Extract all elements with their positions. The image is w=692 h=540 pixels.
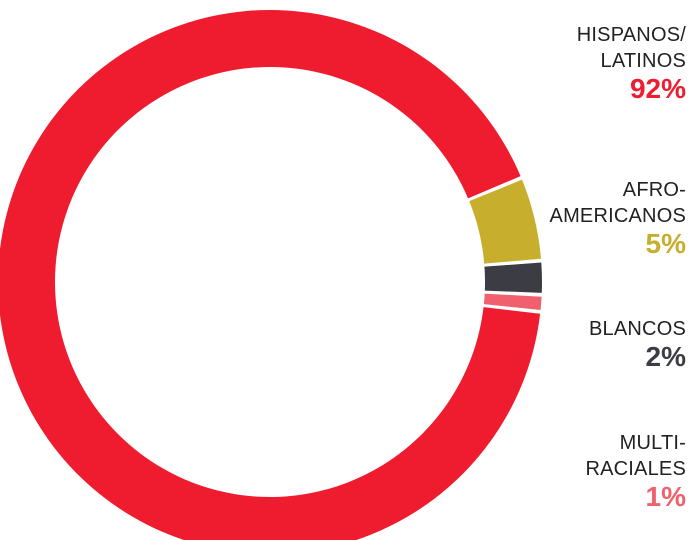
legend-item-multirraciales: MULTI- RACIALES 1% [585,430,686,512]
donut-chart [0,10,542,540]
slice-hispanos-latinos [0,10,541,540]
legend-label: AFRO- [622,179,686,201]
slice-blancos [484,262,542,293]
legend-percent: 92% [629,73,686,104]
legend-label: MULTI- [619,432,686,454]
legend-label: HISPANOS/ [576,24,686,46]
legend-label: LATINOS [600,50,686,72]
legend-percent: 2% [645,341,686,372]
legend-label: RACIALES [585,458,686,480]
legend-item-blancos: BLANCOS 2% [589,316,686,372]
legend-item-hispanos-latinos: HISPANOS/ LATINOS 92% [577,22,686,104]
legend-item-afroamericanos: AFRO- AMERICANOS 5% [550,177,686,259]
legend-label: AMERICANOS [549,205,686,227]
legend-percent: 5% [645,228,686,259]
slice-afroamericanos [469,179,542,264]
legend-percent: 1% [645,481,686,512]
legend-label: BLANCOS [589,318,686,340]
slice-multirraciales [483,293,542,310]
